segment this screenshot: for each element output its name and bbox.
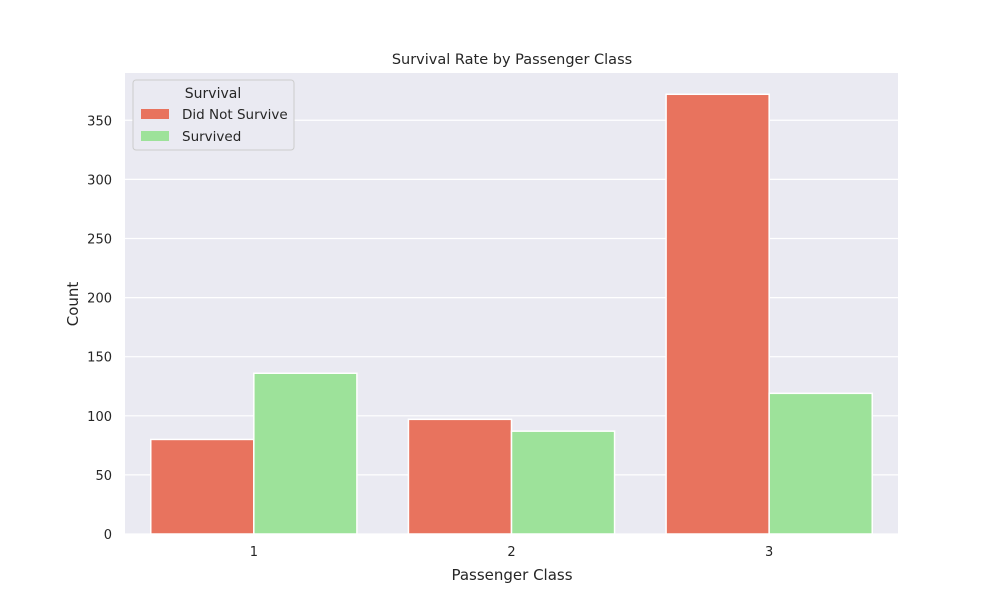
legend-frame xyxy=(132,79,295,151)
x-tick-labels: 1 2 3 xyxy=(250,545,774,560)
y-tick-label: 350 xyxy=(87,114,112,129)
bars xyxy=(150,93,873,535)
x-tick-label: 1 xyxy=(250,545,258,560)
legend-swatch-did-not-survive xyxy=(141,109,169,119)
y-tick-label: 250 xyxy=(87,232,112,247)
y-tick-label: 200 xyxy=(87,292,112,307)
bar-did-not-survive-class-3 xyxy=(665,93,770,535)
bar-survived-class-3 xyxy=(768,392,873,535)
y-tick-labels: 0 50 100 150 200 250 300 350 xyxy=(87,114,112,543)
chart-title: Survival Rate by Passenger Class xyxy=(392,52,632,68)
x-tick-label: 3 xyxy=(765,545,773,560)
legend-label-did-not-survive: Did Not Survive xyxy=(182,107,288,123)
y-tick-label: 150 xyxy=(87,351,112,366)
bar-survived-class-2 xyxy=(510,430,616,535)
x-tick-label: 2 xyxy=(507,545,515,560)
y-axis-label: Count xyxy=(64,282,82,327)
bar-did-not-survive-class-1 xyxy=(150,438,255,535)
y-tick-label: 300 xyxy=(87,173,112,188)
bar-did-not-survive-class-2 xyxy=(407,418,513,535)
legend: Survival Did Not Survive Survived xyxy=(132,79,295,151)
legend-label-survived: Survived xyxy=(182,129,241,145)
legend-swatch-survived xyxy=(141,131,169,141)
y-tick-label: 0 xyxy=(104,528,112,543)
legend-title: Survival xyxy=(185,86,241,102)
bar-survived-class-1 xyxy=(253,372,358,535)
y-tick-label: 50 xyxy=(95,469,112,484)
y-tick-label: 100 xyxy=(87,410,112,425)
x-axis-label: Passenger Class xyxy=(451,566,572,584)
